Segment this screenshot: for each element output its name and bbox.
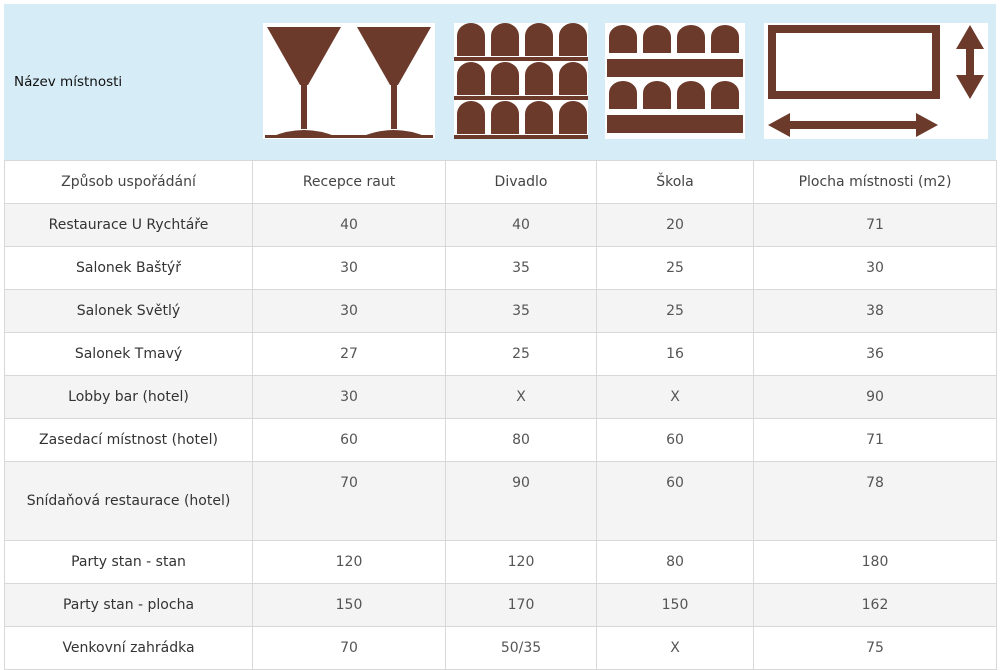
table-header-row: Způsob uspořádání Recepce raut Divadlo Š… bbox=[4, 160, 997, 204]
recepce-cell: 30 bbox=[252, 375, 446, 419]
room-name-cell: Salonek Tmavý bbox=[4, 332, 253, 376]
skola-cell: 16 bbox=[596, 332, 754, 376]
room-name-cell: Salonek Baštýř bbox=[4, 246, 253, 290]
table-row: Salonek Baštýř 30 35 25 30 bbox=[4, 246, 997, 290]
room-name-cell: Party stan - plocha bbox=[4, 583, 253, 627]
table-row: Restaurace U Rychtáře 40 40 20 71 bbox=[4, 203, 997, 247]
recepce-cell: 27 bbox=[252, 332, 446, 376]
theatre-seating-icon bbox=[454, 23, 588, 139]
capacity-table: Způsob uspořádání Recepce raut Divadlo Š… bbox=[4, 160, 997, 670]
table-row: Salonek Tmavý 27 25 16 36 bbox=[4, 332, 997, 376]
column-header: Škola bbox=[596, 160, 754, 204]
skola-cell: 25 bbox=[596, 289, 754, 333]
recepce-cell: 40 bbox=[252, 203, 446, 247]
recepce-cell: 70 bbox=[252, 461, 446, 541]
skola-cell: 80 bbox=[596, 540, 754, 584]
plocha-cell: 71 bbox=[753, 418, 997, 462]
divadlo-cell: 40 bbox=[445, 203, 597, 247]
column-header: Způsob uspořádání bbox=[4, 160, 253, 204]
room-name-cell: Snídaňová restaurace (hotel) bbox=[4, 461, 253, 541]
room-name-label: Název místnosti bbox=[14, 74, 123, 90]
plocha-cell: 78 bbox=[753, 461, 997, 541]
table-row: Venkovní zahrádka 70 50/35 X 75 bbox=[4, 626, 997, 670]
room-name-cell: Venkovní zahrádka bbox=[4, 626, 253, 670]
room-name-cell: Restaurace U Rychtáře bbox=[4, 203, 253, 247]
table-row: Party stan - stan 120 120 80 180 bbox=[4, 540, 997, 584]
table-row: Lobby bar (hotel) 30 X X 90 bbox=[4, 375, 997, 419]
room-name-cell: Salonek Světlý bbox=[4, 289, 253, 333]
column-header: Recepce raut bbox=[252, 160, 446, 204]
divadlo-cell: 170 bbox=[445, 583, 597, 627]
plocha-cell: 90 bbox=[753, 375, 997, 419]
skola-cell: 150 bbox=[596, 583, 754, 627]
divadlo-cell: 35 bbox=[445, 246, 597, 290]
recepce-cell: 120 bbox=[252, 540, 446, 584]
skola-cell: X bbox=[596, 375, 754, 419]
plocha-cell: 38 bbox=[753, 289, 997, 333]
school-seating-icon bbox=[605, 23, 745, 139]
divadlo-cell: 120 bbox=[445, 540, 597, 584]
skola-cell: 60 bbox=[596, 418, 754, 462]
recepce-cell: 30 bbox=[252, 289, 446, 333]
divadlo-cell: 25 bbox=[445, 332, 597, 376]
divadlo-cell: 35 bbox=[445, 289, 597, 333]
plocha-cell: 30 bbox=[753, 246, 997, 290]
divadlo-cell: 50/35 bbox=[445, 626, 597, 670]
recepce-cell: 70 bbox=[252, 626, 446, 670]
table-header-band: Název místnosti bbox=[4, 4, 996, 160]
room-name-cell: Lobby bar (hotel) bbox=[4, 375, 253, 419]
recepce-cell: 150 bbox=[252, 583, 446, 627]
column-header: Plocha místnosti (m2) bbox=[753, 160, 997, 204]
table-row: Snídaňová restaurace (hotel) 70 90 60 78 bbox=[4, 461, 997, 541]
skola-cell: 20 bbox=[596, 203, 754, 247]
plocha-cell: 71 bbox=[753, 203, 997, 247]
skola-cell: 60 bbox=[596, 461, 754, 541]
column-header: Divadlo bbox=[445, 160, 597, 204]
cocktail-glasses-icon bbox=[263, 23, 435, 139]
plocha-cell: 180 bbox=[753, 540, 997, 584]
room-area-icon bbox=[764, 23, 988, 139]
divadlo-cell: 80 bbox=[445, 418, 597, 462]
skola-cell: 25 bbox=[596, 246, 754, 290]
divadlo-cell: X bbox=[445, 375, 597, 419]
plocha-cell: 36 bbox=[753, 332, 997, 376]
recepce-cell: 30 bbox=[252, 246, 446, 290]
divadlo-cell: 90 bbox=[445, 461, 597, 541]
table-row: Zasedací místnost (hotel) 60 80 60 71 bbox=[4, 418, 997, 462]
recepce-cell: 60 bbox=[252, 418, 446, 462]
room-name-cell: Party stan - stan bbox=[4, 540, 253, 584]
table-row: Party stan - plocha 150 170 150 162 bbox=[4, 583, 997, 627]
table-row: Salonek Světlý 30 35 25 38 bbox=[4, 289, 997, 333]
room-name-cell: Zasedací místnost (hotel) bbox=[4, 418, 253, 462]
plocha-cell: 75 bbox=[753, 626, 997, 670]
plocha-cell: 162 bbox=[753, 583, 997, 627]
skola-cell: X bbox=[596, 626, 754, 670]
